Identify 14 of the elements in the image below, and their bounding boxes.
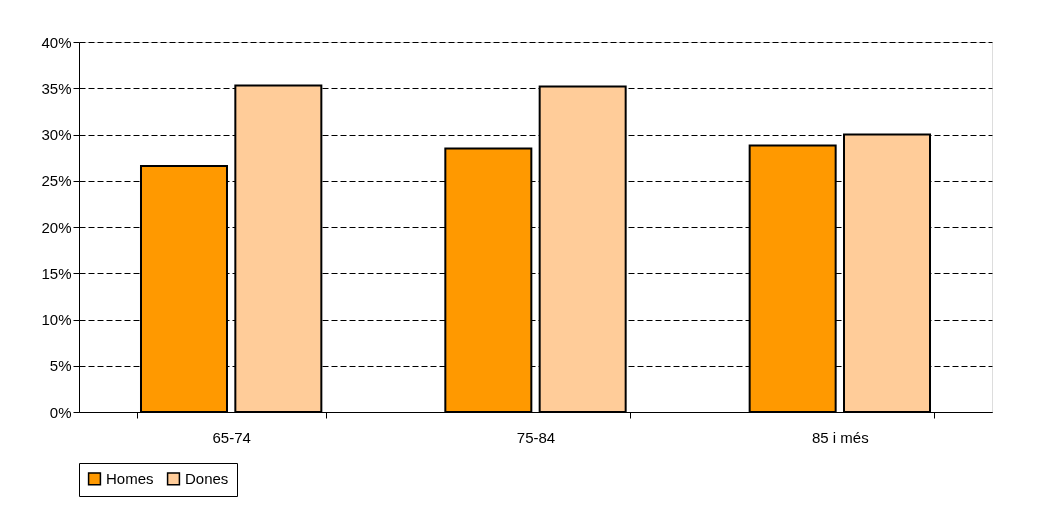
y-tick-label: 20% — [41, 218, 72, 236]
x-tick-label: 85 i més — [811, 428, 869, 446]
y-tick-label: 10% — [41, 311, 72, 328]
x-tick-label: 75-84 — [516, 428, 556, 446]
y-tick-label: 30% — [41, 126, 72, 143]
y-tick-label: 40% — [41, 33, 72, 51]
legend-label: Dones — [185, 469, 229, 487]
y-tick-label: 5% — [49, 357, 72, 375]
legend-label: Homes — [106, 469, 154, 487]
y-tick-label: 15% — [41, 264, 72, 282]
y-tick-label: 25% — [41, 172, 72, 190]
y-tick-label: 35% — [41, 79, 72, 97]
y-tick-label: 0% — [49, 403, 72, 421]
x-tick-label: 65-74 — [212, 428, 251, 446]
